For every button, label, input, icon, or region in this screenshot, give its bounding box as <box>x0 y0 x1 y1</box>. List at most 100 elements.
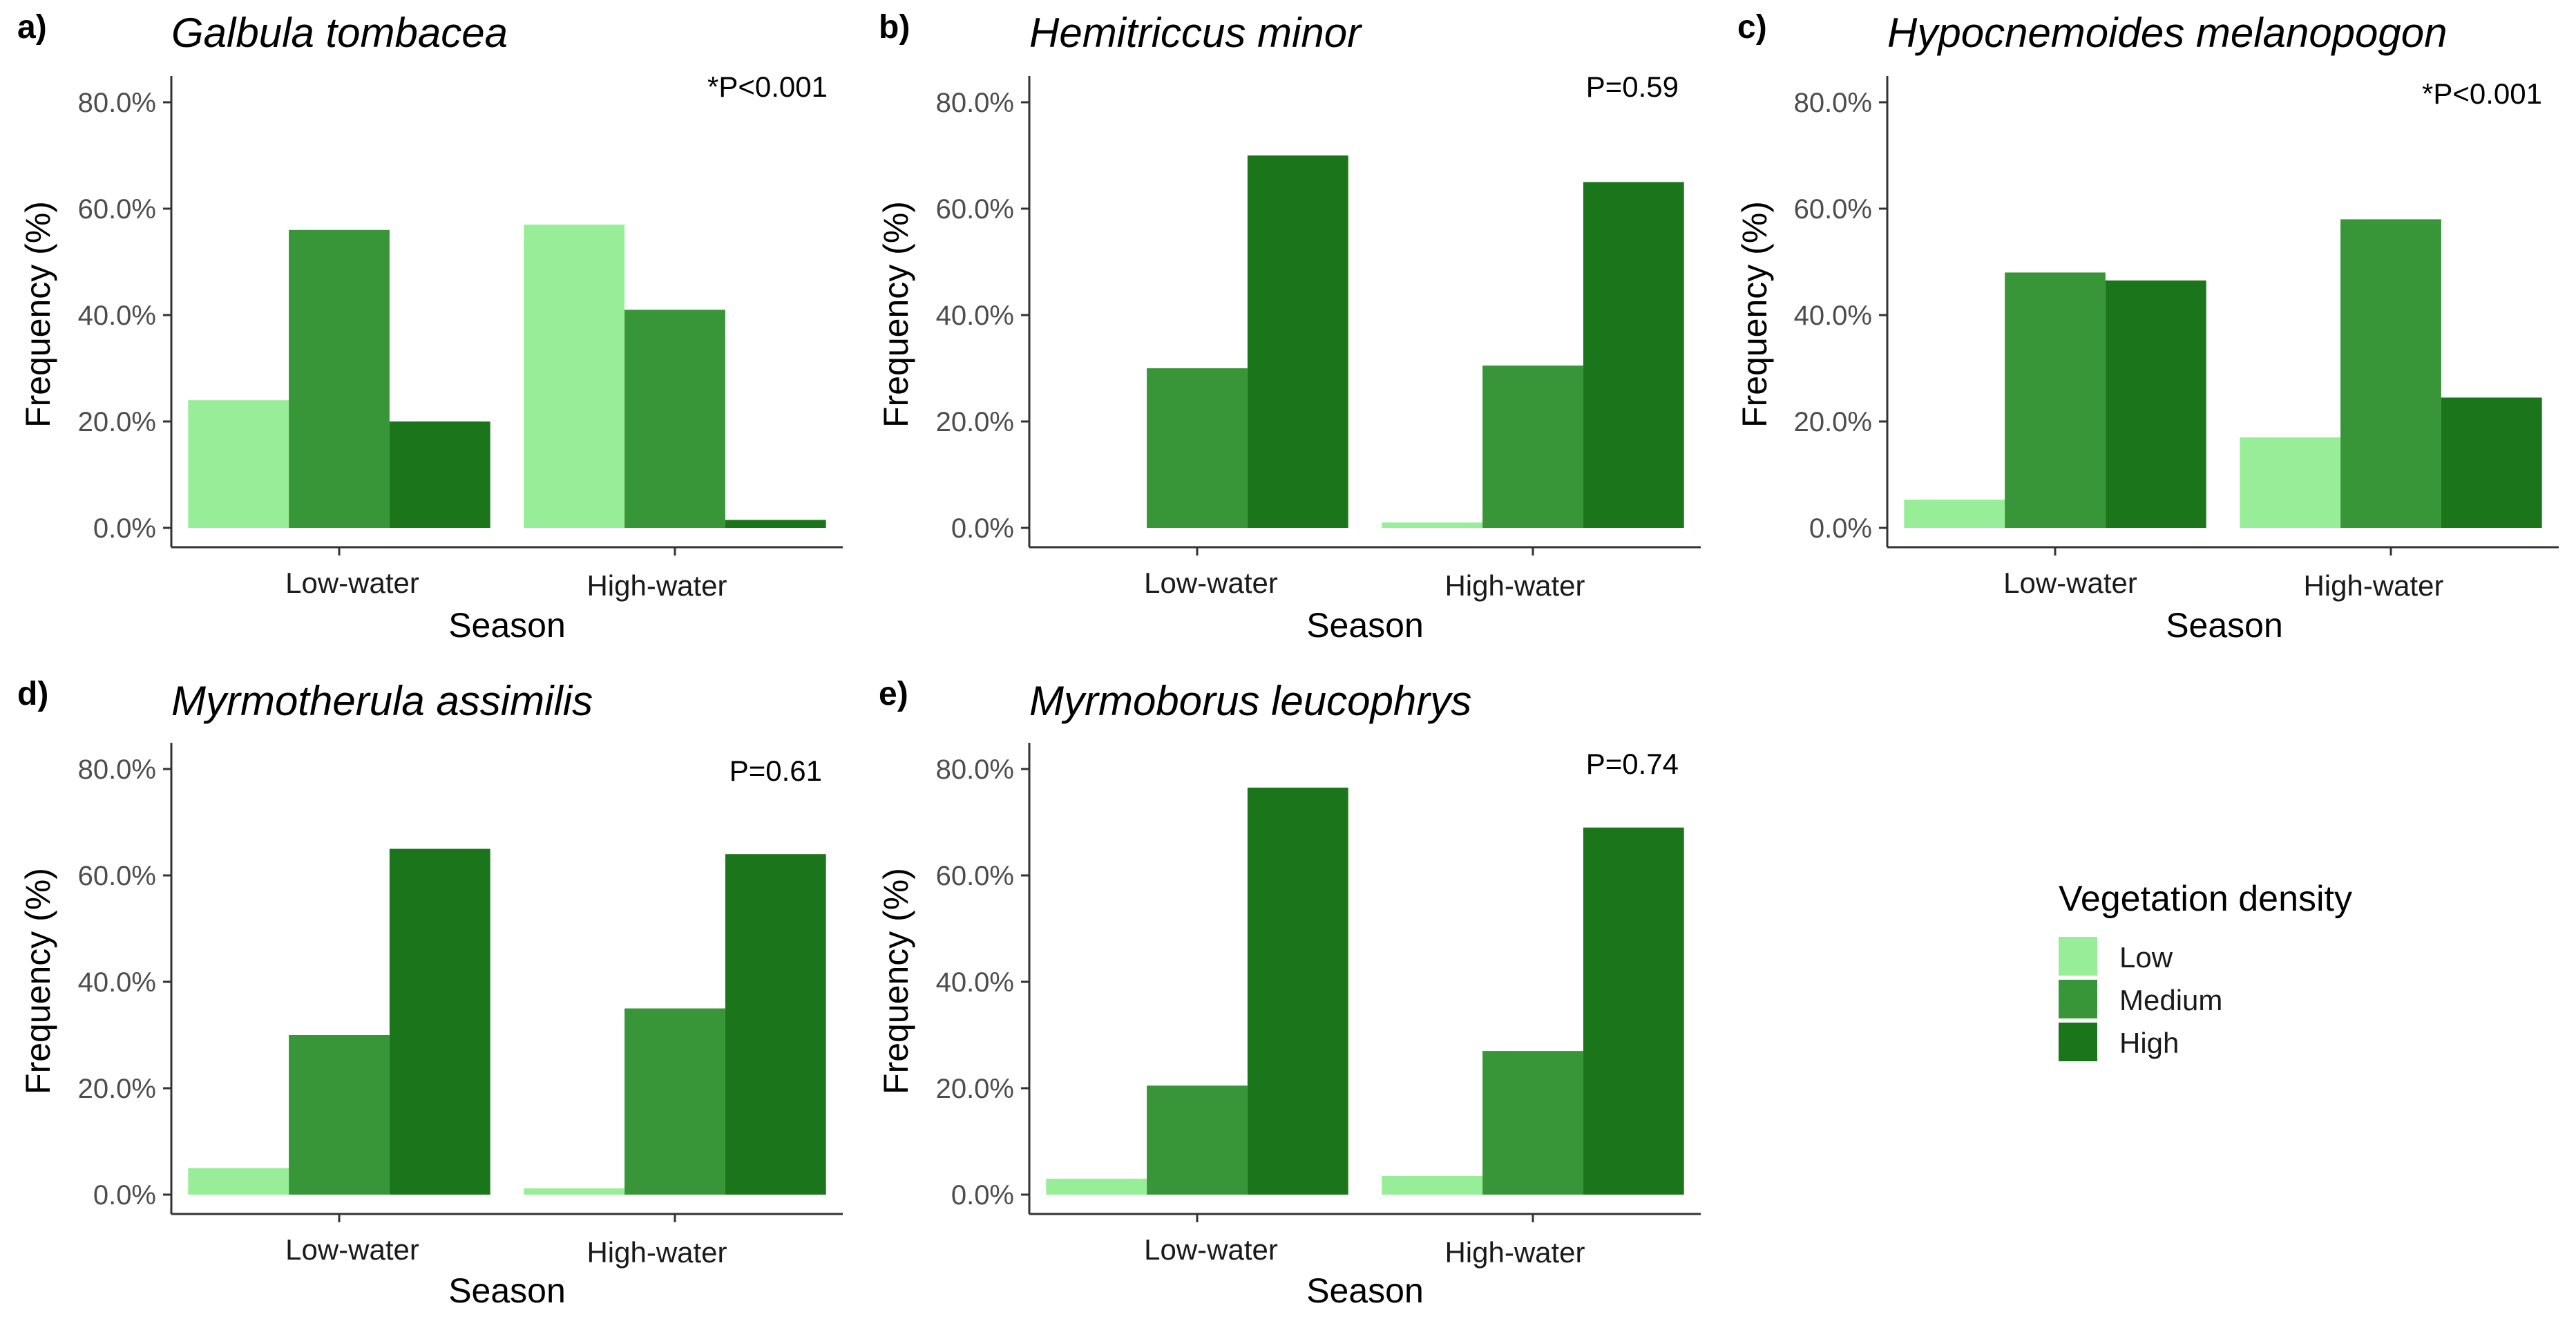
panel-label: a) <box>17 9 47 46</box>
y-tick-label: 80.0% <box>78 755 156 785</box>
y-tick-label: 60.0% <box>78 194 156 225</box>
y-tick-label: 80.0% <box>936 88 1014 118</box>
bar-high-water-medium <box>624 1008 725 1195</box>
panel-title: Hemitriccus minor <box>1029 10 1362 56</box>
bar-low-water-high <box>1247 155 1348 528</box>
y-tick-label: 20.0% <box>78 407 156 437</box>
category-label-high-water: High-water <box>2303 569 2443 602</box>
x-axis-title: Season <box>1306 606 1424 645</box>
y-tick-label: 40.0% <box>78 301 156 331</box>
bar-low-water-low <box>188 1168 289 1195</box>
bar-high-water-medium <box>1482 1051 1583 1195</box>
bar-high-water-medium <box>624 310 725 528</box>
bar-high-water-medium <box>1482 366 1583 528</box>
panel-label: d) <box>17 676 48 712</box>
x-axis-title: Season <box>448 606 566 645</box>
bar-high-water-high <box>725 520 826 528</box>
bar-high-water-low <box>1382 1176 1483 1195</box>
panel-label: b) <box>879 9 910 46</box>
legend-label-low: Low <box>2119 941 2173 974</box>
legend-swatch-low <box>2059 937 2097 976</box>
panel-e: e) Myrmoborus leucophrys P=0.74 0.0% 20.0… <box>877 676 1701 1310</box>
legend-swatch-medium <box>2059 980 2097 1018</box>
panel-a: a) Galbula tombacea *P<0.001 0.0% 20.0% 40… <box>17 9 843 645</box>
p-value: P=0.59 <box>1586 70 1679 103</box>
category-label-low-water: Low-water <box>285 1233 419 1266</box>
bar-high-water-low <box>1382 522 1483 528</box>
panel-title: Myrmoborus leucophrys <box>1029 678 1471 724</box>
bar-high-water-high <box>1583 827 1684 1195</box>
legend-label-medium: Medium <box>2119 984 2222 1016</box>
bar-low-water-low <box>1046 1178 1147 1195</box>
y-axis-title: Frequency (%) <box>19 868 57 1094</box>
category-label-low-water: Low-water <box>1144 567 1278 599</box>
y-tick-label: 60.0% <box>936 861 1014 891</box>
y-tick-label: 60.0% <box>1794 194 1872 225</box>
y-tick-label: 40.0% <box>936 967 1014 998</box>
panel-c: c) Hypocnemoides melanopogon *P<0.001 0.… <box>1735 9 2559 645</box>
panel-label: e) <box>879 676 908 712</box>
legend-swatch-high <box>2059 1023 2097 1061</box>
plot-area-d: 0.0% 20.0% 40.0% 60.0% 80.0% <box>78 743 843 1222</box>
y-tick-label: 60.0% <box>78 861 156 891</box>
bar-low-water-medium <box>1147 368 1248 528</box>
category-label-high-water: High-water <box>1444 569 1585 602</box>
category-label-low-water: Low-water <box>2003 567 2137 599</box>
y-tick-label: 80.0% <box>1794 88 1872 118</box>
y-tick-label: 20.0% <box>936 407 1014 437</box>
bar-high-water-high <box>725 854 826 1195</box>
category-label-high-water: High-water <box>586 569 727 602</box>
y-tick-label: 0.0% <box>93 513 156 544</box>
bar-low-water-medium <box>2005 272 2106 528</box>
plot-area-e: 0.0% 20.0% 40.0% 60.0% 80.0% <box>936 743 1701 1222</box>
y-tick-label: 0.0% <box>93 1180 156 1211</box>
panel-d: d) Myrmotherula assimilis P=0.61 0.0% 20.… <box>17 676 843 1310</box>
y-tick-label: 80.0% <box>936 755 1014 785</box>
bar-low-water-medium <box>1147 1085 1248 1195</box>
category-label-low-water: Low-water <box>1144 1233 1278 1266</box>
plot-area-b: 0.0% 20.0% 40.0% 60.0% 80.0% <box>936 76 1701 556</box>
panel-title: Hypocnemoides melanopogon <box>1887 10 2448 56</box>
plot-area-a: 0.0% 20.0% 40.0% 60.0% 80.0% <box>78 76 843 556</box>
bar-low-water-low <box>1904 500 2005 528</box>
bar-low-water-medium <box>289 229 390 528</box>
y-axis-title: Frequency (%) <box>877 201 915 428</box>
bar-low-water-high <box>2105 280 2206 528</box>
category-label-high-water: High-water <box>586 1236 727 1269</box>
bar-high-water-low <box>524 1188 625 1195</box>
category-label-high-water: High-water <box>1444 1236 1585 1269</box>
bar-high-water-high <box>2441 397 2542 528</box>
y-axis-title: Frequency (%) <box>19 201 57 428</box>
x-axis-title: Season <box>2166 606 2283 645</box>
bar-high-water-low <box>2240 437 2341 528</box>
panel-b: b) Hemitriccus minor P=0.59 0.0% 20.0% 40.… <box>877 9 1701 645</box>
p-value: *P<0.001 <box>2422 77 2542 110</box>
x-axis-title: Season <box>448 1271 566 1310</box>
bar-high-water-high <box>1583 182 1684 528</box>
y-tick-label: 20.0% <box>1794 407 1872 437</box>
bar-high-water-low <box>524 225 625 528</box>
p-value: P=0.74 <box>1586 748 1679 780</box>
legend-title: Vegetation density <box>2059 879 2352 919</box>
y-tick-label: 20.0% <box>936 1074 1014 1104</box>
panel-label: c) <box>1737 9 1767 46</box>
y-tick-label: 0.0% <box>951 1180 1014 1211</box>
y-tick-label: 0.0% <box>951 513 1014 544</box>
y-axis-title: Frequency (%) <box>1735 201 1774 428</box>
legend-label-high: High <box>2119 1027 2179 1059</box>
bar-low-water-high <box>389 421 490 528</box>
bar-low-water-medium <box>289 1035 390 1195</box>
plot-area-c: 0.0% 20.0% 40.0% 60.0% 80.0% <box>1794 76 2559 556</box>
p-value: P=0.61 <box>729 755 822 787</box>
legend: Vegetation density Low Medium High <box>2059 879 2352 1061</box>
y-tick-label: 80.0% <box>78 88 156 118</box>
y-tick-label: 40.0% <box>1794 301 1872 331</box>
bar-low-water-high <box>1247 787 1348 1195</box>
y-tick-label: 20.0% <box>78 1074 156 1104</box>
bar-low-water-high <box>389 848 490 1195</box>
panel-title: Galbula tombacea <box>171 10 508 56</box>
category-label-low-water: Low-water <box>285 567 419 599</box>
y-tick-label: 0.0% <box>1809 513 1872 544</box>
panel-title: Myrmotherula assimilis <box>171 678 593 724</box>
